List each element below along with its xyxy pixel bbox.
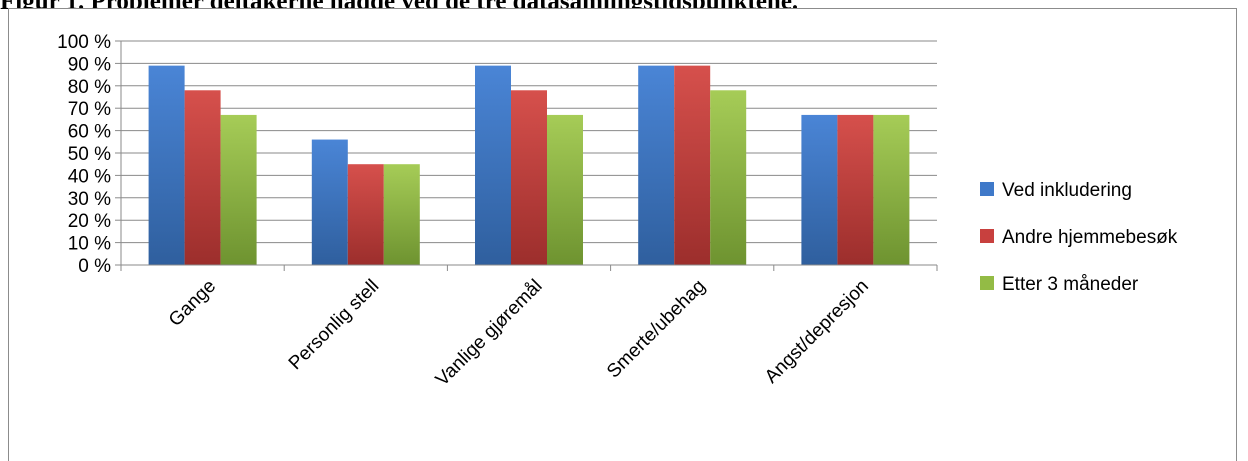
- legend-swatch: [980, 229, 994, 243]
- y-tick-label: 100 %: [57, 32, 111, 53]
- bar: [547, 114, 583, 265]
- legend: Ved inkludering Andre hjemmebesøk Etter 3 …: [980, 180, 1178, 295]
- y-tick-label: 20 %: [68, 211, 111, 232]
- bars: [148, 65, 910, 265]
- legend-swatch: [980, 182, 994, 196]
- x-category-label: Personlig stell: [285, 276, 383, 374]
- legend-label: Andre hjemmebesøk: [1002, 227, 1178, 248]
- bar: [184, 90, 221, 265]
- x-category-label: Angst/depresjon: [761, 276, 873, 388]
- bar: [837, 114, 874, 265]
- bar: [511, 90, 547, 265]
- bar: [220, 114, 257, 265]
- y-tick-label: 70 %: [68, 99, 111, 120]
- legend-swatch: [980, 276, 994, 290]
- x-category-label: Gange: [165, 276, 220, 331]
- bar: [148, 65, 185, 265]
- y-tick-label: 0 %: [78, 256, 111, 277]
- x-category-label: Smerte/ubehag: [603, 276, 710, 383]
- legend-label: Etter 3 måneder: [1002, 274, 1139, 295]
- bar: [638, 65, 675, 265]
- bar: [475, 65, 511, 265]
- y-tick-label: 80 %: [68, 77, 111, 98]
- bar: [311, 139, 348, 265]
- y-tick-label: 40 %: [68, 166, 111, 187]
- bar: [383, 164, 420, 265]
- y-tick-label: 50 %: [68, 144, 111, 165]
- x-category-label: Vanlige gjøremål: [432, 276, 547, 391]
- bar: [873, 114, 910, 265]
- bar: [674, 65, 711, 265]
- bar: [710, 90, 747, 265]
- y-tick-label: 10 %: [68, 234, 111, 255]
- y-tick-label: 30 %: [68, 189, 111, 210]
- y-tick-label: 60 %: [68, 122, 111, 143]
- bar: [801, 114, 838, 265]
- bar: [347, 164, 384, 265]
- y-tick-label: 90 %: [68, 54, 111, 75]
- legend-label: Ved inkludering: [1002, 180, 1132, 201]
